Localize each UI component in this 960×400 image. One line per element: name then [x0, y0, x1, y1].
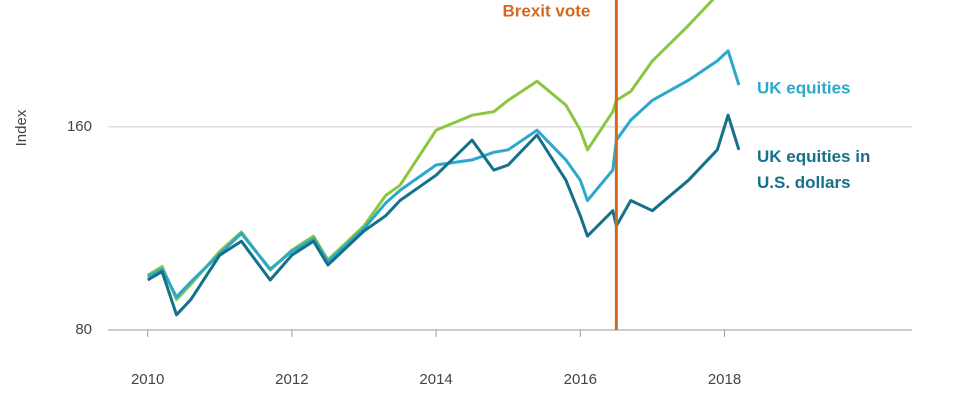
- annotation-label: Brexit vote: [502, 1, 590, 20]
- series-line: [146, 0, 715, 301]
- x-tick-label: 2016: [564, 371, 597, 388]
- y-axis-label: Index: [13, 109, 30, 146]
- x-tick-label: 2018: [708, 371, 741, 388]
- series-label: UK equities in U.S. dollars: [757, 147, 875, 192]
- plot-area: [146, 0, 741, 317]
- series-line: [146, 113, 741, 317]
- x-tick-label: 2012: [275, 371, 308, 388]
- series-label: UK equities: [757, 78, 851, 97]
- y-tick-label: 160: [67, 118, 92, 135]
- series-line: [146, 49, 741, 299]
- y-tick-label: 80: [75, 321, 92, 338]
- x-tick-label: 2014: [419, 371, 452, 388]
- x-tick-label: 2010: [131, 371, 164, 388]
